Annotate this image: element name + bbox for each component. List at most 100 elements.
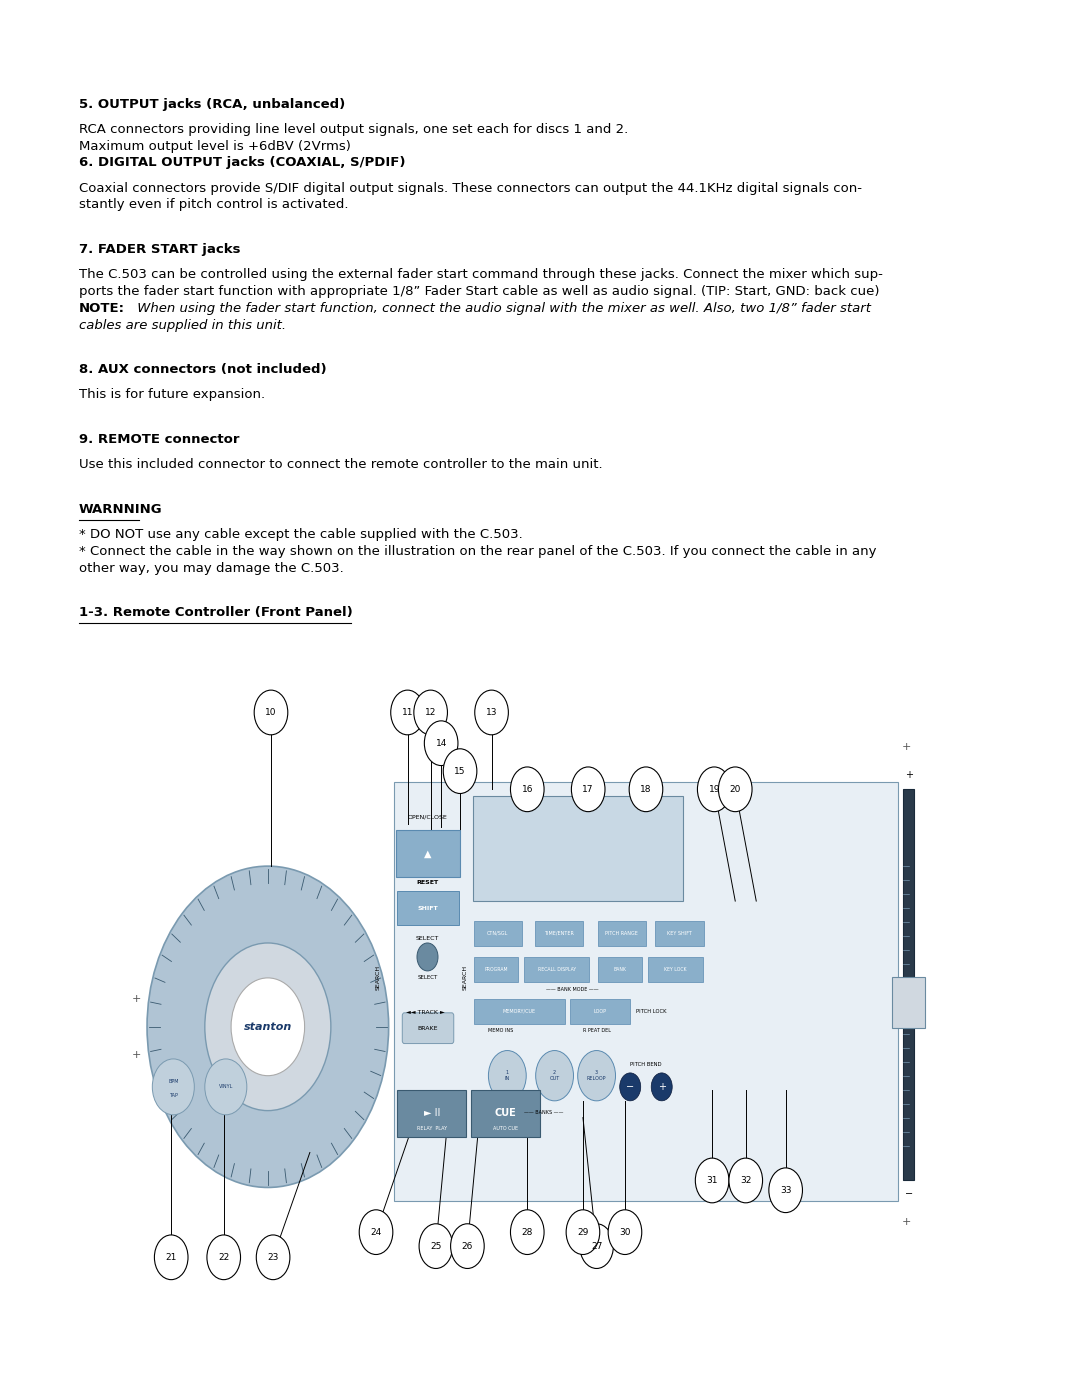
Circle shape <box>566 1210 599 1255</box>
Text: 1
IN: 1 IN <box>504 1070 510 1081</box>
Text: LOOP: LOOP <box>593 1009 606 1014</box>
Text: 33: 33 <box>780 1186 792 1194</box>
Text: 22: 22 <box>218 1253 229 1261</box>
Circle shape <box>147 866 389 1187</box>
FancyBboxPatch shape <box>597 921 646 946</box>
Text: 27: 27 <box>591 1242 603 1250</box>
Circle shape <box>729 1158 762 1203</box>
Text: 32: 32 <box>740 1176 752 1185</box>
FancyBboxPatch shape <box>471 1090 540 1137</box>
Text: other way, you may damage the C.503.: other way, you may damage the C.503. <box>79 562 343 574</box>
Text: RECALL DISPLAY: RECALL DISPLAY <box>538 967 576 972</box>
Circle shape <box>391 690 424 735</box>
Text: SEARCH: SEARCH <box>463 965 468 990</box>
Text: Coaxial connectors provide S/DIF digital output signals. These connectors can ou: Coaxial connectors provide S/DIF digital… <box>79 182 862 194</box>
FancyBboxPatch shape <box>397 1090 467 1137</box>
Text: +: + <box>902 1217 912 1228</box>
Text: TIME/ENTER: TIME/ENTER <box>544 930 573 936</box>
Circle shape <box>578 1051 616 1101</box>
Text: BRAKE: BRAKE <box>417 1025 437 1031</box>
FancyBboxPatch shape <box>474 921 522 946</box>
Text: +: + <box>132 993 141 1004</box>
Circle shape <box>608 1210 642 1255</box>
Circle shape <box>424 721 458 766</box>
Text: When using the fader start function, connect the audio signal with the mixer as : When using the fader start function, con… <box>134 302 872 314</box>
Text: ◄◄ TRACK ►: ◄◄ TRACK ► <box>406 1010 445 1016</box>
Circle shape <box>511 1210 544 1255</box>
Circle shape <box>205 943 330 1111</box>
Text: +: + <box>658 1081 665 1092</box>
Text: 12: 12 <box>424 708 436 717</box>
Text: RESET: RESET <box>417 880 438 886</box>
Text: Maximum output level is +6dBV (2Vrms): Maximum output level is +6dBV (2Vrms) <box>79 140 351 152</box>
FancyBboxPatch shape <box>903 789 914 1180</box>
Circle shape <box>630 767 663 812</box>
Circle shape <box>231 978 305 1076</box>
FancyBboxPatch shape <box>397 891 459 925</box>
Text: stanton: stanton <box>244 1021 292 1032</box>
Circle shape <box>360 1210 393 1255</box>
Text: 28: 28 <box>522 1228 532 1236</box>
Text: 3
RELOOP: 3 RELOOP <box>586 1070 606 1081</box>
FancyBboxPatch shape <box>656 921 704 946</box>
Text: —— BANKS ——: —— BANKS —— <box>525 1109 564 1115</box>
Text: VINYL: VINYL <box>218 1084 233 1090</box>
FancyBboxPatch shape <box>473 796 683 901</box>
Text: cables are supplied in this unit.: cables are supplied in this unit. <box>79 319 286 331</box>
Text: 2
OUT: 2 OUT <box>550 1070 559 1081</box>
Text: 11: 11 <box>402 708 414 717</box>
Text: PITCH RANGE: PITCH RANGE <box>606 930 638 936</box>
Text: ▲: ▲ <box>423 848 431 859</box>
Circle shape <box>536 1051 573 1101</box>
Text: 24: 24 <box>370 1228 381 1236</box>
Text: 17: 17 <box>582 785 594 793</box>
Circle shape <box>718 767 752 812</box>
FancyBboxPatch shape <box>648 957 703 982</box>
Circle shape <box>696 1158 729 1203</box>
Text: TAP: TAP <box>168 1092 178 1098</box>
Text: PITCH BEND: PITCH BEND <box>631 1062 662 1067</box>
Text: —— BANK MODE ——: —— BANK MODE —— <box>546 986 598 992</box>
Text: 21: 21 <box>165 1253 177 1261</box>
Text: SELECT: SELECT <box>416 936 440 942</box>
Text: BPM: BPM <box>168 1078 178 1084</box>
FancyBboxPatch shape <box>474 957 517 982</box>
Text: 13: 13 <box>486 708 497 717</box>
Text: 26: 26 <box>462 1242 473 1250</box>
Text: MEMORY/CUE: MEMORY/CUE <box>502 1009 536 1014</box>
Circle shape <box>769 1168 802 1213</box>
Text: 29: 29 <box>577 1228 589 1236</box>
Text: ports the fader start function with appropriate 1/8” Fader Start cable as well a: ports the fader start function with appr… <box>79 285 879 298</box>
Circle shape <box>450 1224 484 1268</box>
Text: AUTO CUE: AUTO CUE <box>492 1126 517 1132</box>
FancyBboxPatch shape <box>597 957 642 982</box>
Text: WARNNING: WARNNING <box>79 503 162 515</box>
Text: SELECT: SELECT <box>417 975 437 981</box>
Text: * DO NOT use any cable except the cable supplied with the C.503.: * DO NOT use any cable except the cable … <box>79 528 523 541</box>
Text: SEARCH: SEARCH <box>376 965 380 990</box>
Circle shape <box>419 1224 453 1268</box>
Circle shape <box>414 690 447 735</box>
Circle shape <box>443 749 477 793</box>
Text: 30: 30 <box>619 1228 631 1236</box>
Text: * Connect the cable in the way shown on the illustration on the rear panel of th: * Connect the cable in the way shown on … <box>79 545 876 557</box>
Circle shape <box>254 690 287 735</box>
FancyBboxPatch shape <box>570 999 631 1024</box>
Text: BANK: BANK <box>613 967 626 972</box>
Text: +: + <box>132 1049 141 1060</box>
Text: OPEN/CLOSE: OPEN/CLOSE <box>407 814 447 820</box>
Circle shape <box>580 1224 613 1268</box>
Text: Use this included connector to connect the remote controller to the main unit.: Use this included connector to connect t… <box>79 458 603 471</box>
Text: stantly even if pitch control is activated.: stantly even if pitch control is activat… <box>79 198 348 211</box>
Circle shape <box>620 1073 640 1101</box>
Text: MEMO INS: MEMO INS <box>488 1028 514 1034</box>
Text: +: + <box>902 742 912 753</box>
Text: 20: 20 <box>730 785 741 793</box>
Circle shape <box>475 690 509 735</box>
Text: SHIFT: SHIFT <box>417 905 437 911</box>
Text: 5. OUTPUT jacks (RCA, unbalanced): 5. OUTPUT jacks (RCA, unbalanced) <box>79 98 345 110</box>
Text: CTN/SGL: CTN/SGL <box>487 930 509 936</box>
Text: 10: 10 <box>266 708 276 717</box>
Circle shape <box>417 943 438 971</box>
Text: 6. DIGITAL OUTPUT jacks (COAXIAL, S/PDIF): 6. DIGITAL OUTPUT jacks (COAXIAL, S/PDIF… <box>79 156 405 169</box>
